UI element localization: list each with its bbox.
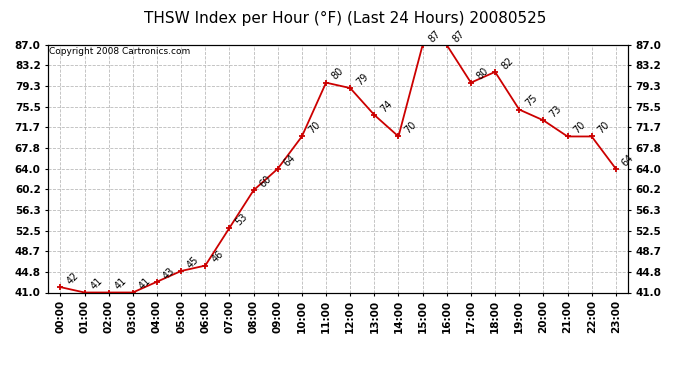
Text: 87: 87 <box>427 28 442 44</box>
Text: 80: 80 <box>475 66 491 82</box>
Text: 46: 46 <box>210 249 225 265</box>
Text: 64: 64 <box>282 152 297 168</box>
Text: 42: 42 <box>65 270 80 286</box>
Text: 53: 53 <box>234 211 249 227</box>
Text: 79: 79 <box>355 72 370 87</box>
Text: 80: 80 <box>331 66 346 82</box>
Text: 70: 70 <box>403 120 418 136</box>
Text: 41: 41 <box>89 276 104 292</box>
Text: 75: 75 <box>524 93 540 109</box>
Text: THSW Index per Hour (°F) (Last 24 Hours) 20080525: THSW Index per Hour (°F) (Last 24 Hours)… <box>144 11 546 26</box>
Text: 74: 74 <box>379 98 394 114</box>
Text: 70: 70 <box>306 120 322 136</box>
Text: 64: 64 <box>620 152 635 168</box>
Text: 87: 87 <box>451 28 466 44</box>
Text: 41: 41 <box>137 276 152 292</box>
Text: 82: 82 <box>500 55 515 71</box>
Text: 70: 70 <box>596 120 611 136</box>
Text: 41: 41 <box>113 276 128 292</box>
Text: 60: 60 <box>258 174 273 189</box>
Text: 73: 73 <box>548 104 563 120</box>
Text: 70: 70 <box>572 120 587 136</box>
Text: Copyright 2008 Cartronics.com: Copyright 2008 Cartronics.com <box>50 48 190 57</box>
Text: 43: 43 <box>161 265 177 281</box>
Text: 45: 45 <box>186 254 201 270</box>
